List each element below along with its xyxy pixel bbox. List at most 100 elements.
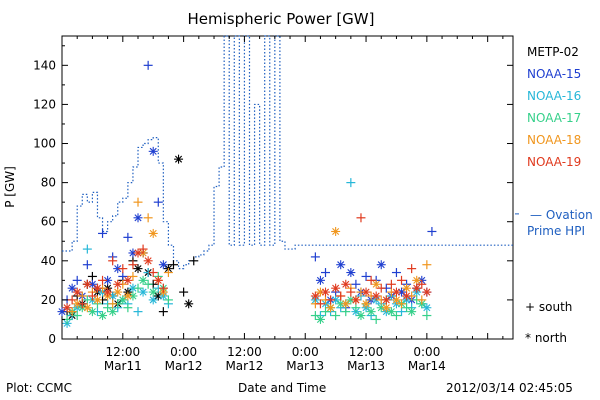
north-point (331, 226, 341, 236)
north-point (391, 287, 401, 297)
north-point (346, 268, 356, 278)
north-point (123, 275, 133, 285)
south-point (77, 299, 87, 309)
south-point (163, 268, 173, 278)
north-point (331, 295, 341, 305)
south-point (133, 283, 143, 293)
north-point (62, 303, 72, 313)
north-point (326, 303, 336, 313)
north-point (412, 275, 422, 285)
south-point (108, 299, 118, 309)
south-point (321, 307, 331, 317)
south-point (72, 311, 82, 321)
north-point (361, 287, 371, 297)
north-point (386, 307, 396, 317)
north-point (315, 275, 325, 285)
legend: METP-02 NOAA-15 NOAA-16 NOAA-17 NOAA-18 NOAA-… (515, 45, 593, 345)
series-noaa-19 (62, 213, 432, 313)
south-point (422, 260, 432, 270)
south-point (82, 295, 92, 305)
north-point (381, 295, 391, 305)
legend-metp-02: METP-02 (527, 45, 579, 59)
north-point (402, 283, 412, 293)
south-point (128, 260, 138, 270)
south-point (326, 295, 336, 305)
south-point (158, 307, 168, 317)
north-point (336, 299, 346, 309)
south-point (315, 299, 325, 309)
legend-ovation-label-2: Prime HPI (527, 224, 585, 238)
north-point (158, 260, 168, 270)
north-point (148, 295, 158, 305)
south-point (386, 279, 396, 289)
north-point (133, 264, 143, 274)
north-point (346, 295, 356, 305)
data-points-layer (57, 60, 437, 328)
south-point (158, 283, 168, 293)
south-point (138, 244, 148, 254)
south-point (143, 279, 153, 289)
south-point (407, 264, 417, 274)
south-point (82, 244, 92, 254)
north-point (351, 295, 361, 305)
south-point (331, 311, 341, 321)
south-point (356, 213, 366, 223)
ovation-hpi-line (62, 35, 513, 270)
north-point (138, 287, 148, 297)
south-point (366, 275, 376, 285)
x-tick-date-label: Mar11 (104, 359, 142, 373)
south-point (189, 256, 199, 266)
north-point (422, 303, 432, 313)
south-point (391, 311, 401, 321)
chart-title: Hemispheric Power [GW] (188, 10, 375, 28)
south-point (402, 303, 412, 313)
north-point (153, 275, 163, 285)
south-point (133, 197, 143, 207)
south-point (103, 303, 113, 313)
y-tick-label: 80 (41, 176, 56, 190)
north-point (82, 303, 92, 313)
north-point (92, 295, 102, 305)
plot-frame (61, 35, 514, 340)
north-point (118, 295, 128, 305)
north-point (57, 307, 67, 317)
south-point (133, 307, 143, 317)
x-axis-label: Date and Time (238, 381, 327, 395)
south-point (123, 232, 133, 242)
legend-ovation-label: — Ovation (530, 208, 593, 222)
series-noaa-15 (57, 60, 437, 317)
x-tick-date-label: Mar12 (225, 359, 263, 373)
south-point (391, 268, 401, 278)
north-point (422, 287, 432, 297)
north-point (407, 307, 417, 317)
south-point (179, 287, 189, 297)
north-point (113, 287, 123, 297)
north-point (341, 299, 351, 309)
south-point (361, 271, 371, 281)
north-point (341, 279, 351, 289)
south-point (87, 291, 97, 301)
x-tick-time-label: 12:00 (106, 345, 141, 359)
legend-north: * north (525, 331, 567, 345)
x-tick-time-label: 0:00 (170, 345, 197, 359)
south-point (67, 307, 77, 317)
y-tick-label: 60 (41, 215, 56, 229)
south-point (351, 303, 361, 313)
legend-south: + south (525, 300, 572, 314)
south-point (417, 295, 427, 305)
x-tick-time-label: 0:00 (413, 345, 440, 359)
north-point (138, 275, 148, 285)
north-point (376, 260, 386, 270)
north-point (113, 279, 123, 289)
series-noaa-18 (67, 197, 432, 317)
north-point (381, 303, 391, 313)
south-point (153, 197, 163, 207)
south-point (336, 291, 346, 301)
timestamp-label: 2012/03/14 02:45:05 (446, 381, 573, 395)
south-point (371, 314, 381, 324)
south-point (87, 271, 97, 281)
north-point (361, 299, 371, 309)
north-point (67, 283, 77, 293)
south-point (351, 279, 361, 289)
